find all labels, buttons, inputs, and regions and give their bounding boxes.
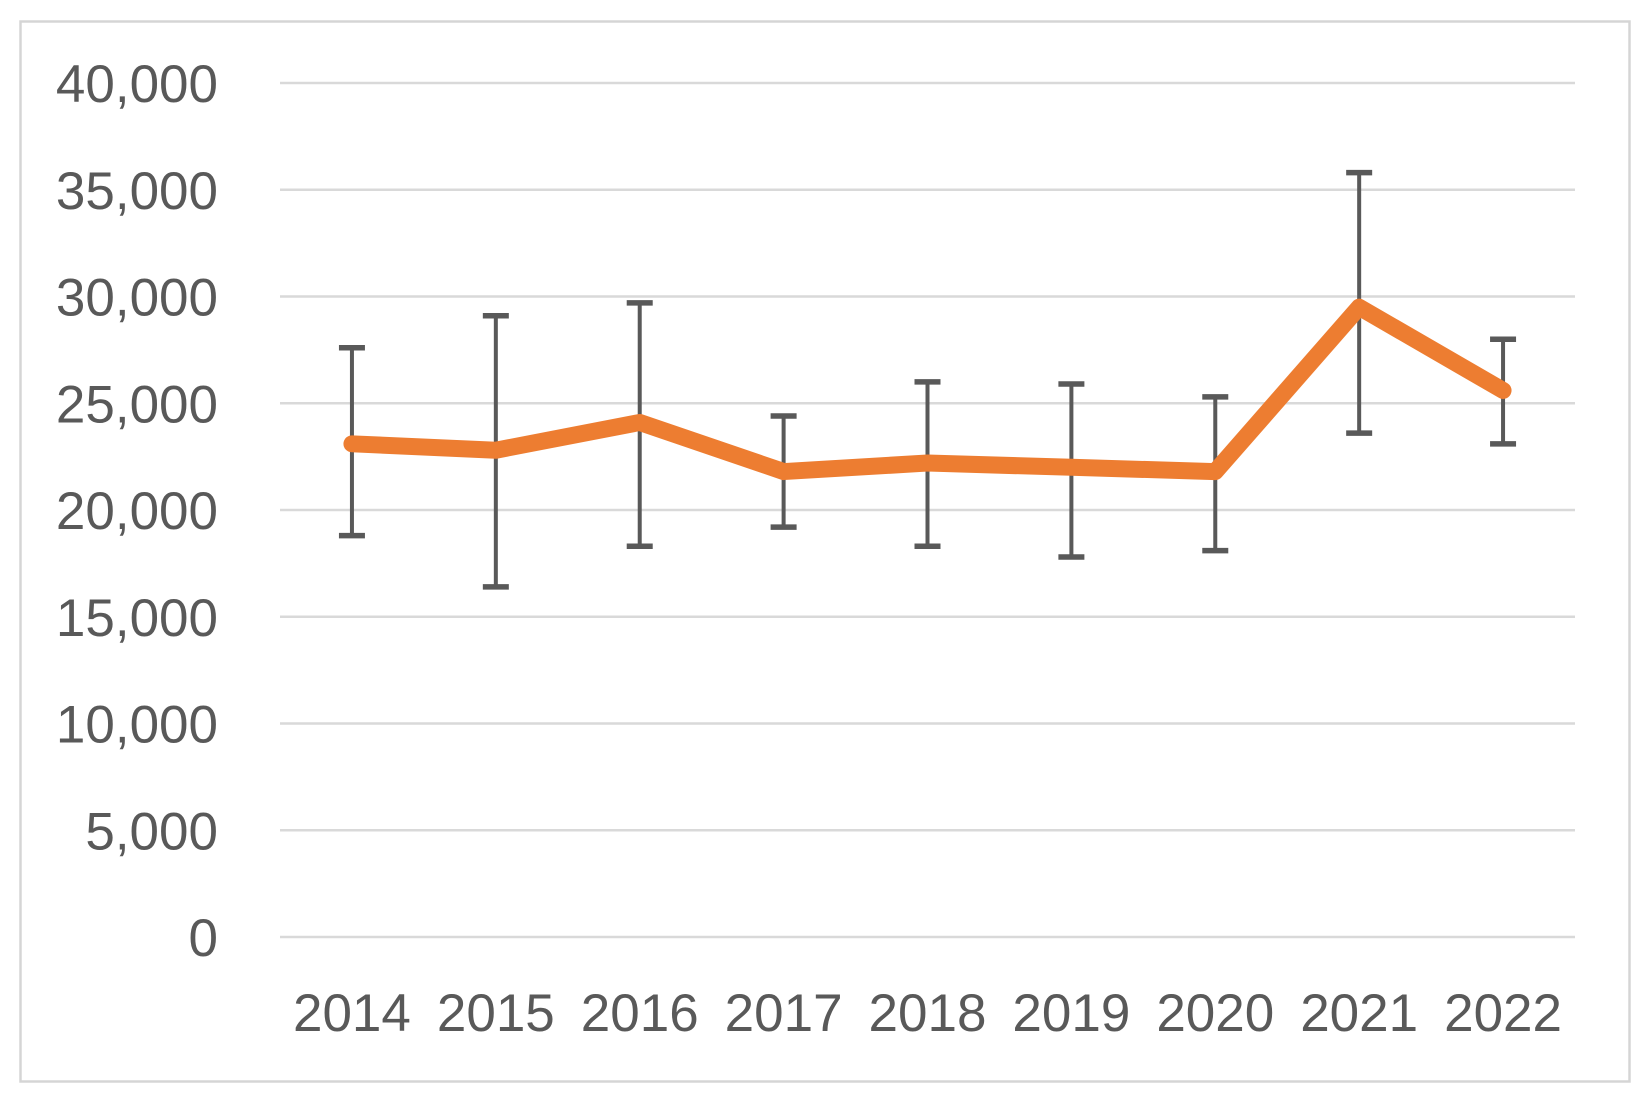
x-axis-tick-label: 2015: [437, 984, 555, 1043]
x-axis-tick-label: 2016: [581, 984, 699, 1043]
x-axis-tick-label: 2021: [1300, 984, 1418, 1043]
y-axis-tick-label: 10,000: [56, 696, 218, 755]
x-axis-tick-label: 2017: [725, 984, 843, 1043]
y-axis-tick-label: 25,000: [56, 375, 218, 434]
x-axis-tick-label: 2014: [293, 984, 411, 1043]
chart-border: [19, 20, 1631, 1083]
y-axis-tick-label: 5,000: [85, 802, 218, 861]
y-axis-tick-label: 15,000: [56, 589, 218, 648]
y-axis-tick-label: 0: [189, 909, 218, 968]
x-axis-tick-label: 2019: [1012, 984, 1130, 1043]
x-axis-tick-label: 2022: [1444, 984, 1562, 1043]
y-axis-tick-label: 30,000: [56, 269, 218, 328]
x-axis-tick-label: 2020: [1156, 984, 1274, 1043]
x-axis-tick-label: 2018: [869, 984, 987, 1043]
y-axis-tick-label: 20,000: [56, 482, 218, 541]
data-line: [343, 298, 1512, 481]
y-axis-tick-label: 35,000: [56, 162, 218, 221]
y-axis-tick-label: 40,000: [56, 55, 218, 114]
